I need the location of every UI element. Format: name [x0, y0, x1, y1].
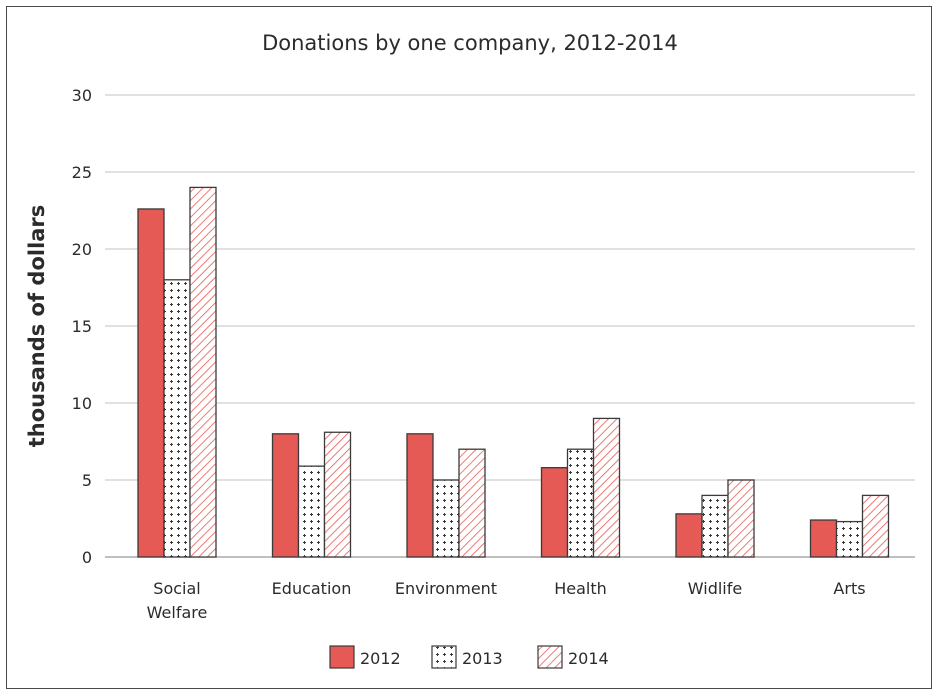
x-tick-label: Social	[153, 579, 200, 598]
bar-2014	[592, 417, 621, 558]
legend-swatch-2013	[431, 645, 457, 669]
bar-2012	[675, 513, 703, 558]
bar-2013	[163, 279, 191, 558]
x-tick-label: Arts	[833, 579, 865, 598]
legend-swatch-2014	[537, 645, 563, 669]
bar-2013	[835, 520, 864, 558]
x-axis-ticks: Social Welfare Education Environment Health W…	[147, 579, 866, 622]
x-tick-label: Education	[272, 579, 352, 598]
y-tick-label: 25	[72, 163, 92, 182]
bar-2014	[727, 479, 755, 558]
bar-2012	[137, 208, 165, 558]
legend-swatch-2012	[329, 645, 355, 669]
legend-label-2013: 2013	[462, 649, 503, 668]
y-tick-label: 15	[72, 317, 92, 336]
gridlines	[105, 94, 915, 558]
legend-label-2012: 2012	[360, 649, 401, 668]
bar-2013	[566, 448, 595, 558]
bars	[137, 186, 890, 558]
x-tick-label: Health	[554, 579, 607, 598]
bar-2014	[189, 186, 217, 558]
bar-2012	[271, 433, 300, 558]
bar-2014	[861, 494, 890, 558]
legend: 2012 2013 2014	[329, 645, 609, 669]
bar-2012	[540, 467, 569, 558]
x-tick-label: Welfare	[147, 603, 208, 622]
bar-2014	[458, 448, 486, 558]
y-axis-label: thousands of dollars	[25, 205, 49, 448]
bar-2013	[432, 479, 460, 558]
x-tick-label: Widlife	[688, 579, 742, 598]
y-tick-label: 30	[72, 86, 92, 105]
bar-2012	[809, 519, 838, 558]
legend-label-2014: 2014	[568, 649, 609, 668]
chart-title: Donations by one company, 2012-2014	[262, 31, 678, 55]
bar-2013	[701, 494, 729, 558]
y-tick-label: 0	[82, 548, 92, 567]
y-tick-label: 5	[82, 471, 92, 490]
y-tick-label: 10	[72, 394, 92, 413]
y-axis-ticks: 0 5 10 15 20 25 30	[72, 86, 92, 567]
x-tick-label: Environment	[395, 579, 497, 598]
y-tick-label: 20	[72, 240, 92, 259]
bar-2012	[406, 433, 434, 558]
bar-2013	[297, 465, 326, 558]
bar-2014	[323, 431, 352, 558]
